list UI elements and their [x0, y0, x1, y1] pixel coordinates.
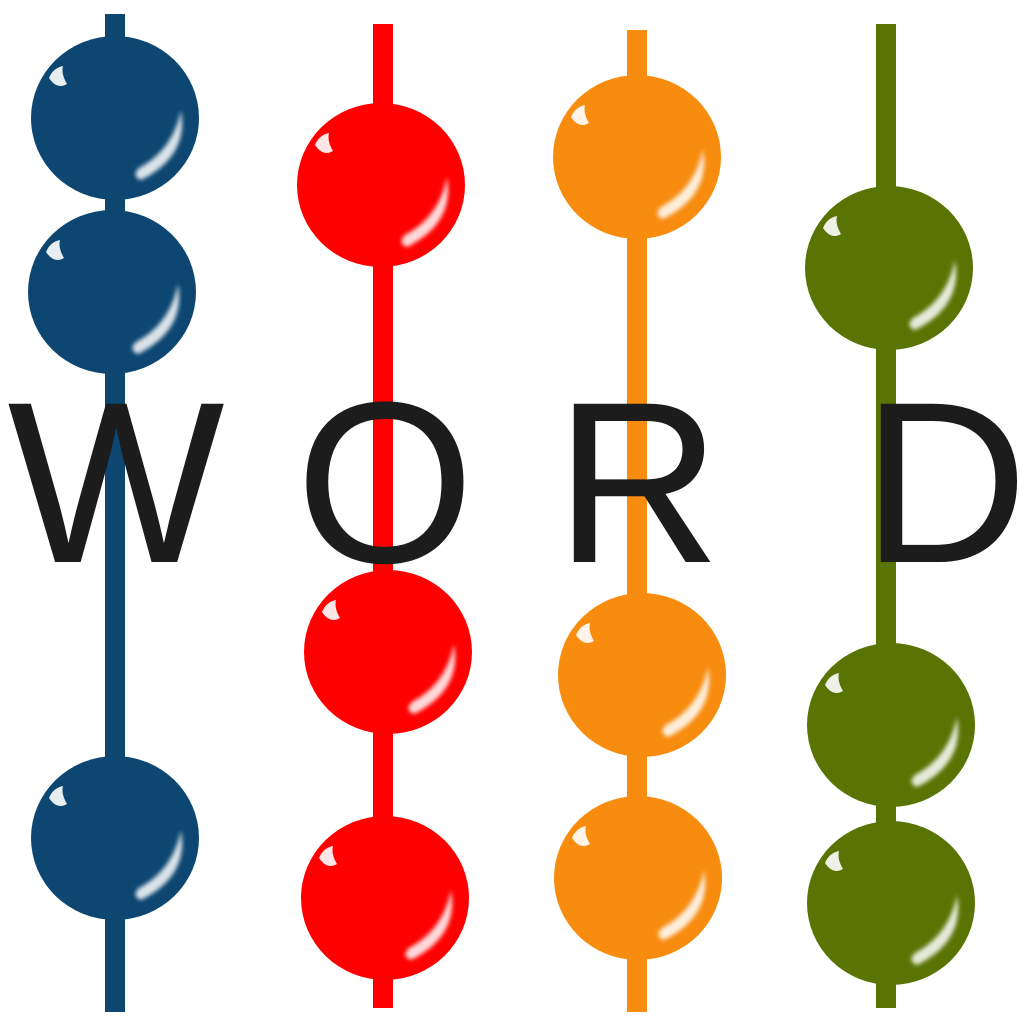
beads-layer [28, 36, 975, 985]
rods-layer [105, 14, 896, 1012]
bead-blue [31, 756, 199, 920]
bead-red [304, 570, 472, 734]
bead-orange [554, 796, 722, 960]
rod-orange [627, 30, 647, 1012]
bead-green [805, 186, 973, 350]
bead-red [297, 103, 465, 267]
bead-blue [28, 210, 196, 374]
bead-orange [553, 75, 721, 239]
rod-red [373, 24, 393, 1008]
bead-orange [558, 593, 726, 757]
bead-blue [31, 36, 199, 200]
bead-red [301, 816, 469, 980]
bead-green [807, 821, 975, 985]
bead-green [807, 643, 975, 807]
